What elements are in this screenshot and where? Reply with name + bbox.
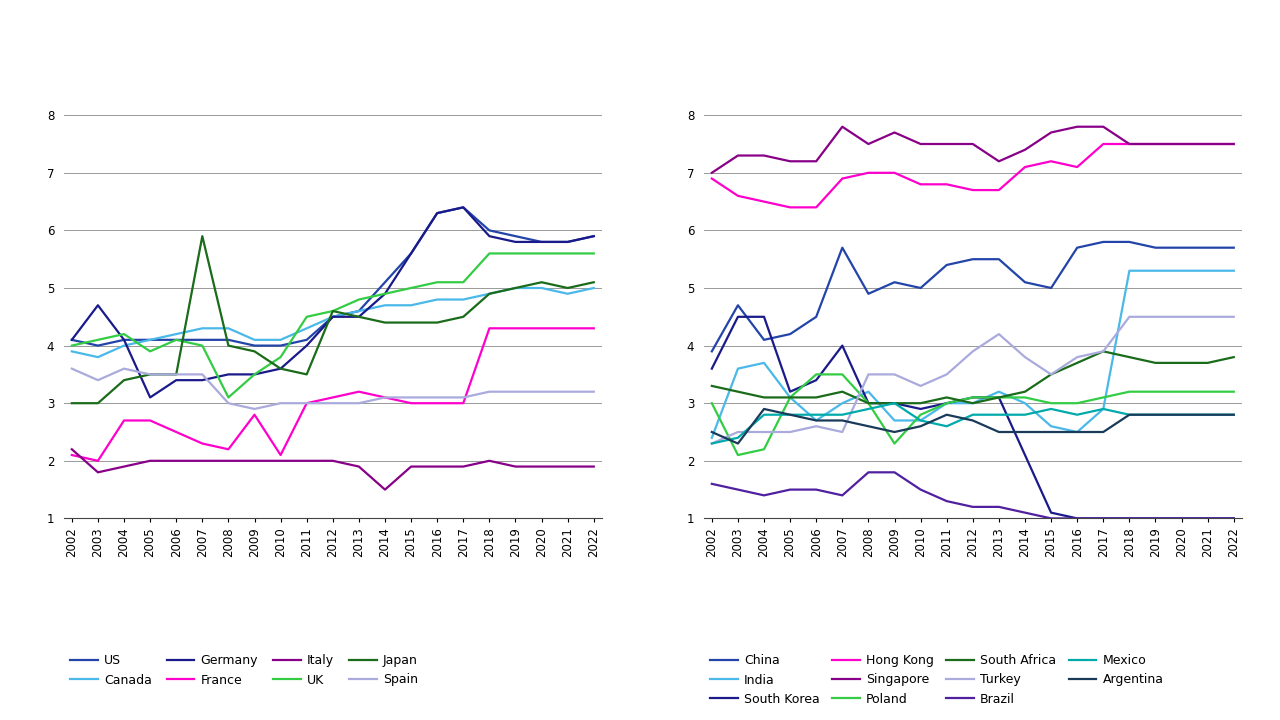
Legend: China, India, South Korea, Hong Kong, Singapore, Poland, South Africa, Turkey, B: China, India, South Korea, Hong Kong, Si… — [710, 654, 1164, 706]
Legend: US, Canada, Germany, France, Italy, UK, Japan, Spain: US, Canada, Germany, France, Italy, UK, … — [70, 654, 417, 686]
